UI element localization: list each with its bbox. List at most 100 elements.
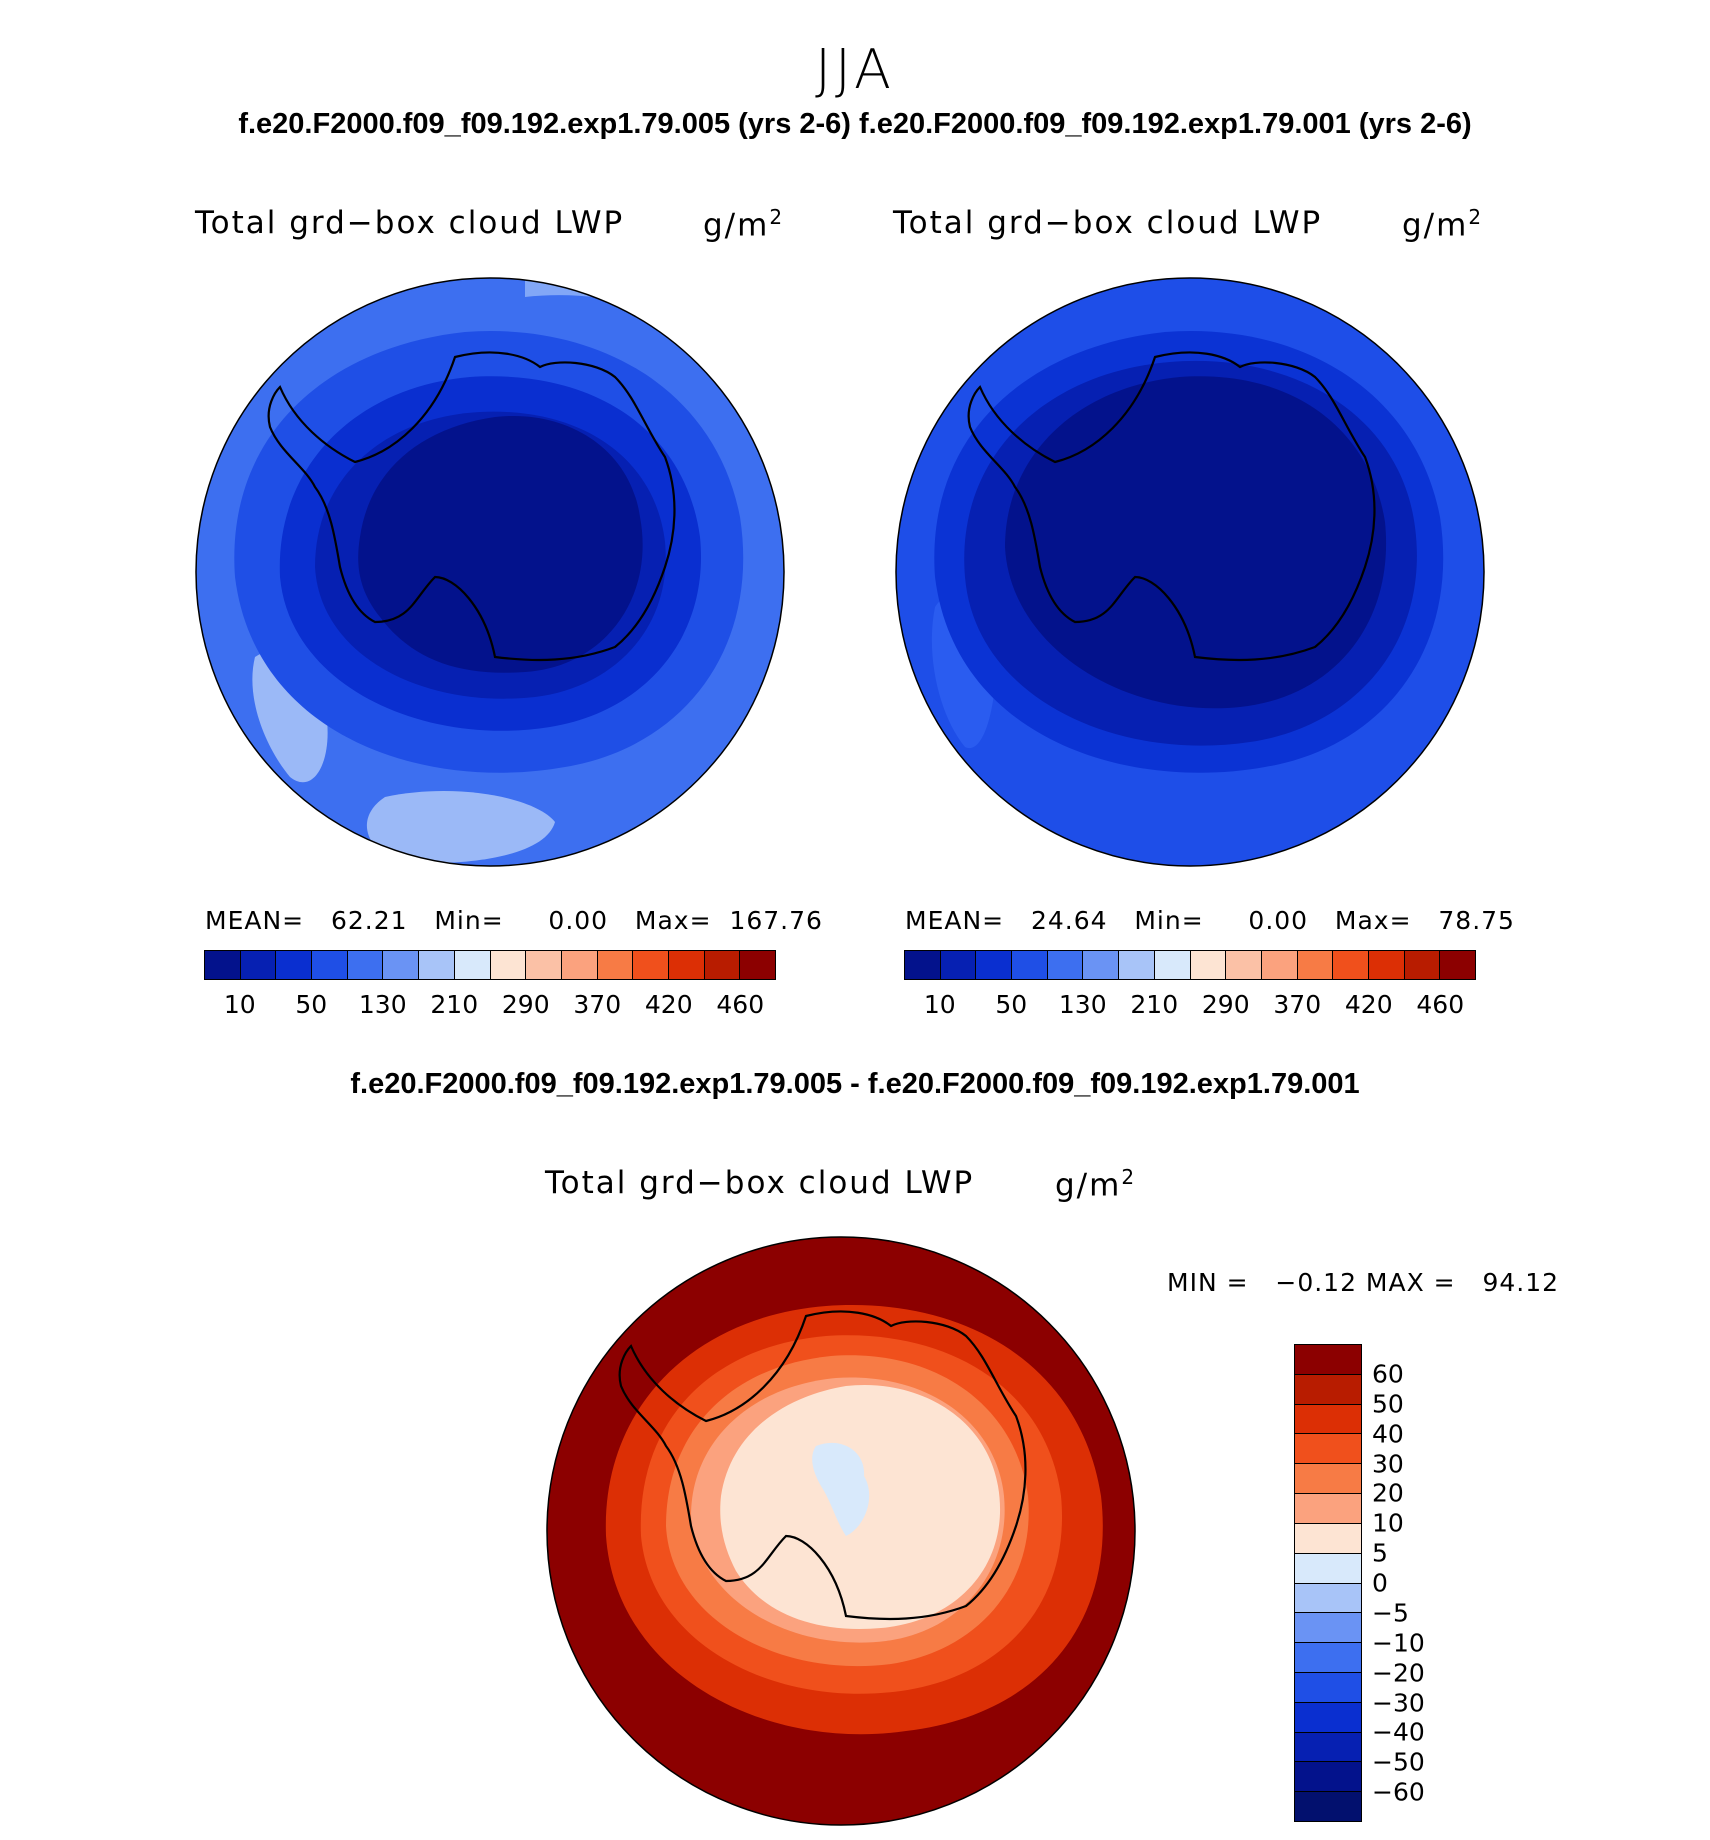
difference-colorbar [1294, 1344, 1362, 1822]
panel2-colorbar-swatch [1083, 951, 1120, 979]
runs-title: f.e20.F2000.f09_f09.192.exp1.79.005 (yrs… [238, 108, 1472, 140]
panel1-stats: MEAN= 62.21 Min= 0.00 Max= 167.76 [205, 906, 823, 935]
panel1-colorbar-swatch [526, 951, 562, 979]
difference-colorbar-tick-label: −40 [1372, 1717, 1425, 1747]
difference-colorbar-tick-label: 10 [1372, 1508, 1404, 1538]
difference-colorbar-tick-label: 50 [1372, 1389, 1404, 1419]
difference-colorbar-swatch [1295, 1732, 1361, 1763]
season-title: JJA [815, 38, 895, 101]
difference-colorbar-swatch [1295, 1523, 1361, 1554]
difference-colorbar-tick-label: 20 [1372, 1478, 1404, 1508]
difference-colorbar-swatch [1295, 1762, 1361, 1793]
difference-title: f.e20.F2000.f09_f09.192.exp1.79.005 - f.… [350, 1068, 1360, 1100]
panel3-antarctica-coastline [618, 1310, 1027, 1621]
panel2-colorbar-tick-label: 460 [1416, 990, 1465, 1019]
difference-colorbar-tick-label: 60 [1372, 1359, 1404, 1389]
difference-colorbar-swatch [1295, 1434, 1361, 1465]
panel1-variable-title: Total grd−box cloud LWP [195, 205, 625, 241]
panel1-colorbar-swatch [312, 951, 348, 979]
panel1-colorbar-tick-label: 370 [573, 990, 622, 1019]
difference-colorbar-tick-label: −10 [1372, 1628, 1425, 1658]
panel2-colorbar-tick-label: 130 [1058, 990, 1107, 1019]
panel1-colorbar-swatch [454, 951, 491, 979]
panel3-ice-patch [812, 1442, 870, 1536]
panel1-colorbar-tick-label: 130 [358, 990, 407, 1019]
panel2-colorbar-swatch [1297, 951, 1334, 979]
panel1-colorbar-tick-label: 210 [430, 990, 479, 1019]
panel1-colorbar-tick-label: 50 [295, 990, 328, 1019]
panel2-colorbar [904, 950, 1476, 980]
panel1-colorbar-swatch [597, 951, 634, 979]
difference-colorbar-tick-label: −60 [1372, 1777, 1425, 1807]
panel1-core [358, 415, 643, 673]
difference-colorbar-tick-label: −20 [1372, 1658, 1425, 1688]
panel2-colorbar-swatch [1119, 951, 1155, 979]
difference-colorbar-labels: 60 50 40 30 20 10 5 0 −5 −10 −20 −30 −40 −50 −60 [1372, 1344, 1492, 1822]
panel2-colorbar-swatch [1440, 951, 1475, 979]
panel2-colorbar-tick-label: 290 [1201, 990, 1250, 1019]
panel2-colorbar-swatch [1012, 951, 1048, 979]
panel2-antarctica-coastline [967, 351, 1376, 662]
panel1-colorbar-swatch [276, 951, 313, 979]
panel1-colorbar-swatch [205, 951, 241, 979]
difference-colorbar-swatch [1295, 1613, 1361, 1644]
difference-colorbar-swatch [1295, 1643, 1361, 1673]
difference-colorbar-swatch [1295, 1494, 1361, 1524]
panel2-colorbar-tick-label: 10 [923, 990, 956, 1019]
difference-colorbar-tick-label: 40 [1372, 1419, 1404, 1449]
panel1-colorbar-swatch [740, 951, 775, 979]
panel2-colorbar-swatch [1226, 951, 1262, 979]
panel1-colorbar-swatch [490, 951, 527, 979]
panel2-core [1005, 376, 1387, 709]
panel2-colorbar-swatch [1333, 951, 1369, 979]
panel2-colorbar-swatch [976, 951, 1013, 979]
panel3-units: g/m2 [1055, 1165, 1137, 1204]
difference-colorbar-swatch [1295, 1583, 1361, 1614]
panel1-colorbar-tick-label: 460 [716, 990, 765, 1019]
difference-colorbar-tick-label: −5 [1372, 1598, 1409, 1628]
panel1-light-patch-bottom [366, 791, 555, 864]
panel1-colorbar-swatch [633, 951, 669, 979]
panel3-stats: MIN = −0.12 MAX = 94.12 [1167, 1268, 1560, 1297]
difference-colorbar-tick-label: 30 [1372, 1449, 1404, 1478]
panel2-colorbar-swatch [940, 951, 977, 979]
panel1-units: g/m2 [703, 205, 785, 244]
panel1-colorbar-swatch [419, 951, 455, 979]
panel1-colorbar [204, 950, 776, 980]
panel2-colorbar-swatch [1047, 951, 1084, 979]
difference-colorbar-tick-label: 5 [1372, 1538, 1388, 1568]
panel2-colorbar-tick-label: 370 [1273, 990, 1322, 1019]
difference-colorbar-swatch [1295, 1464, 1361, 1495]
difference-colorbar-tick-label: −50 [1372, 1747, 1425, 1777]
panel2-map-border [895, 277, 1485, 867]
difference-colorbar-swatch [1295, 1792, 1361, 1821]
panel3-polar-map [546, 1236, 1136, 1826]
panel2-colorbar-swatch [905, 951, 941, 979]
panel2-variable-title: Total grd−box cloud LWP [893, 205, 1323, 241]
difference-colorbar-tick-label: 0 [1372, 1568, 1388, 1598]
panel1-colorbar-swatch [561, 951, 598, 979]
panel1-colorbar-tick-label: 290 [501, 990, 550, 1019]
panel2-colorbar-labels: 10 50 130 210 290 370 420 460 [904, 990, 1476, 1020]
panel1-polar-map [195, 277, 785, 867]
difference-colorbar-swatch [1295, 1553, 1361, 1584]
panel2-stats: MEAN= 24.64 Min= 0.00 Max= 78.75 [905, 906, 1515, 935]
panel2-colorbar-swatch [1261, 951, 1298, 979]
panel1-colorbar-swatch [668, 951, 705, 979]
panel2-colorbar-tick-label: 50 [995, 990, 1028, 1019]
panel1-colorbar-tick-label: 10 [223, 990, 256, 1019]
panel1-antarctica-coastline [267, 351, 676, 662]
difference-colorbar-swatch [1295, 1702, 1361, 1733]
panel2-colorbar-tick-label: 420 [1344, 990, 1393, 1019]
difference-colorbar-swatch [1295, 1672, 1361, 1703]
panel2-polar-map [895, 277, 1485, 867]
panel2-colorbar-swatch [1190, 951, 1227, 979]
panel1-colorbar-swatch [240, 951, 277, 979]
panel2-colorbar-swatch [1368, 951, 1405, 979]
panel3-variable-title: Total grd−box cloud LWP [545, 1165, 975, 1201]
panel1-colorbar-labels: 10 50 130 210 290 370 420 460 [204, 990, 776, 1020]
panel2-colorbar-swatch [1404, 951, 1441, 979]
panel1-colorbar-swatch [704, 951, 741, 979]
panel1-colorbar-swatch [383, 951, 420, 979]
difference-colorbar-swatch [1295, 1374, 1361, 1405]
